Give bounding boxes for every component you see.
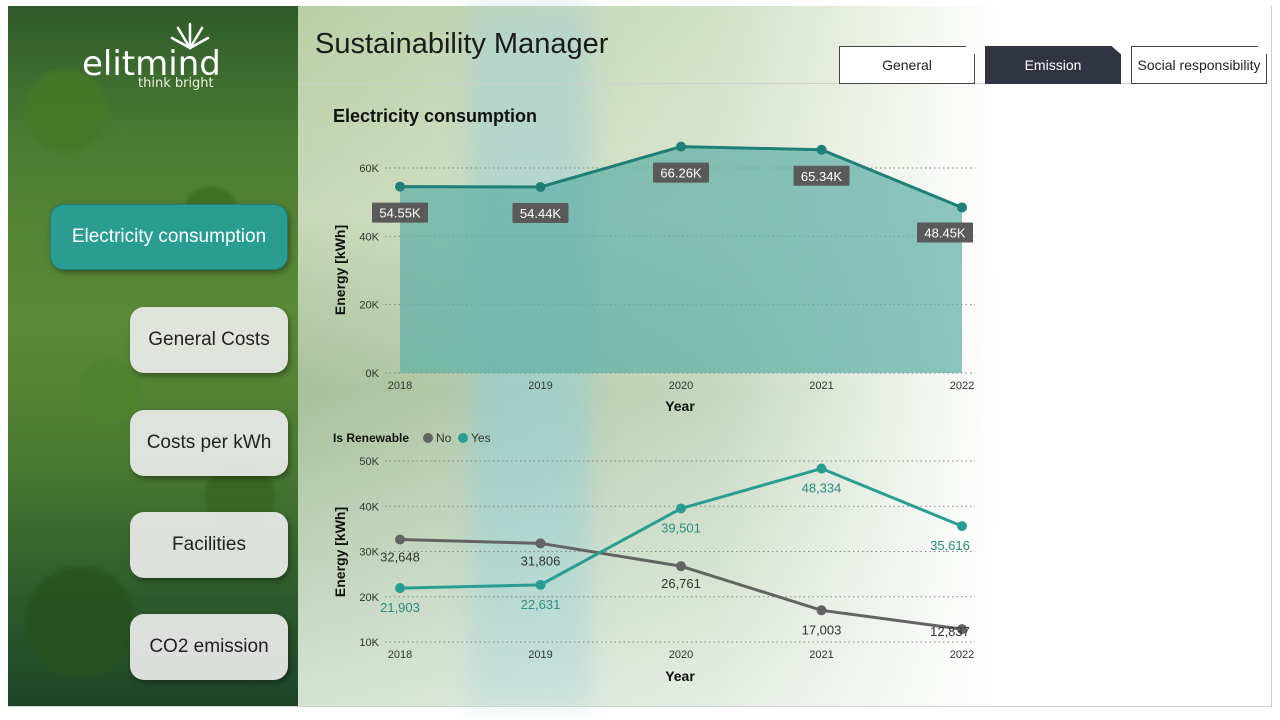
data-label: 48.45K (924, 225, 966, 240)
y-tick-label: 20K (359, 300, 379, 312)
data-point (395, 181, 405, 192)
data-point (957, 624, 967, 635)
y-axis-title: Energy [kWh] (332, 225, 348, 315)
x-tick-label: 2021 (809, 380, 833, 392)
x-tick-label: 2018 (388, 649, 412, 661)
x-tick-label: 2019 (528, 380, 552, 392)
data-label: 22,631 (521, 597, 561, 612)
bottom-border (8, 706, 1272, 707)
y-tick-label: 10K (359, 637, 379, 649)
sun-rays-icon (170, 22, 210, 50)
data-label: 32,648 (380, 550, 420, 565)
x-tick-label: 2022 (950, 649, 974, 661)
data-label: 54.44K (520, 206, 562, 221)
nav-co2-emission[interactable]: CO2 emission (130, 614, 288, 680)
data-label: 66.26K (660, 166, 702, 181)
data-label: 35,616 (930, 538, 970, 553)
nav-facilities[interactable]: Facilities (130, 512, 288, 578)
x-tick-label: 2019 (528, 649, 552, 661)
data-point (957, 202, 967, 213)
x-axis-title: Year (665, 398, 695, 414)
data-point (816, 144, 827, 155)
data-point (816, 463, 827, 474)
legend-marker (458, 433, 468, 443)
logo-text: elitmind (82, 44, 221, 84)
y-tick-label: 0K (366, 368, 380, 380)
data-label: 65.34K (801, 169, 843, 184)
data-label-box (917, 222, 973, 243)
chart-title-electricity: Electricity consumption (333, 106, 538, 126)
legend-title: Is Renewable (333, 431, 409, 445)
page-title: Sustainability Manager (315, 28, 609, 60)
y-tick-label: 50K (359, 456, 379, 468)
y-tick-label: 60K (359, 163, 379, 175)
data-point (957, 521, 967, 532)
legend-label: Yes (471, 431, 491, 445)
x-tick-label: 2020 (669, 380, 693, 392)
tab-general[interactable]: General (839, 46, 975, 84)
nav-electricity-consumption[interactable]: Electricity consumption (50, 204, 288, 270)
y-tick-label: 40K (359, 231, 379, 243)
data-label: 12,837 (930, 624, 970, 639)
data-point (535, 181, 546, 192)
data-point (535, 538, 546, 549)
data-label-box (653, 162, 709, 183)
data-point (395, 583, 405, 594)
data-point (676, 561, 686, 572)
nav-costs-per-kwh[interactable]: Costs per kWh (130, 410, 288, 476)
x-tick-label: 2022 (950, 380, 974, 392)
data-label: 48,334 (802, 481, 842, 496)
data-label-box (512, 202, 569, 223)
data-label: 39,501 (661, 521, 701, 536)
legend-label: No (436, 431, 452, 445)
data-point (395, 534, 405, 545)
data-label: 26,761 (661, 576, 701, 591)
x-tick-label: 2018 (388, 380, 412, 392)
x-axis-title: Year (665, 668, 695, 684)
data-point (535, 579, 546, 590)
right-border (1271, 6, 1272, 706)
legend-marker (423, 433, 433, 443)
data-label: 21,903 (380, 600, 420, 615)
data-label-box (793, 165, 850, 186)
y-axis-title: Energy [kWh] (332, 507, 348, 597)
y-tick-label: 30K (359, 547, 379, 559)
tab-social-responsibility[interactable]: Social responsibility (1131, 46, 1267, 84)
data-label-box (372, 202, 428, 223)
right-white-area (995, 6, 1272, 706)
nav-general-costs[interactable]: General Costs (130, 307, 288, 373)
data-label: 17,003 (802, 622, 842, 637)
electricity-area-chart: 0K 20K 40K 60K 54.55K 54.44K 66.26K 65.34K 48.45… (332, 141, 975, 414)
y-tick-label: 20K (359, 592, 379, 604)
y-tick-label: 40K (359, 501, 379, 513)
data-point (676, 141, 686, 152)
data-point (816, 605, 827, 616)
header-divider (298, 83, 1268, 84)
data-label: 31,806 (521, 553, 561, 568)
x-tick-label: 2020 (669, 649, 693, 661)
elitmind-logo: elitmind think bright (82, 20, 232, 95)
data-point (676, 503, 686, 514)
logo-tagline: think bright (138, 76, 214, 91)
data-label: 54.55K (379, 206, 421, 221)
tab-emission[interactable]: Emission (985, 46, 1121, 84)
renewable-line-chart: Is Renewable No Yes 10K 20K 30K 40K 50K 32,648 31… (332, 431, 975, 684)
x-tick-label: 2021 (809, 649, 833, 661)
